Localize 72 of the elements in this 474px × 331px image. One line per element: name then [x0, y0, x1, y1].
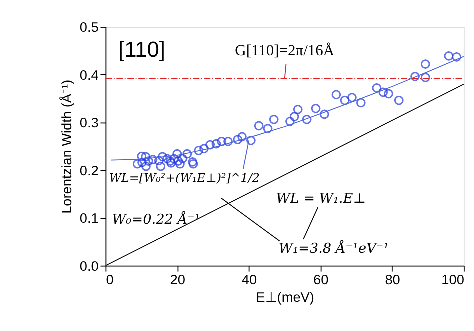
y-axis-title: Lorentzian Width (Å⁻¹)	[60, 80, 75, 214]
point	[188, 158, 198, 167]
point	[217, 137, 226, 146]
point	[172, 149, 182, 159]
point	[238, 132, 247, 142]
point	[269, 115, 279, 124]
point	[194, 146, 204, 156]
point	[178, 154, 188, 164]
point	[144, 156, 154, 166]
point	[132, 159, 142, 169]
annotation: WL=[W₀²+(W₁E⊥)²]^1/2	[109, 171, 260, 186]
point	[410, 72, 420, 82]
point	[154, 156, 164, 166]
annotation: [110]	[118, 37, 166, 62]
y-tick-label: 0.4	[80, 68, 100, 83]
point	[293, 105, 303, 114]
point	[176, 159, 185, 169]
annotation: G[110]=2π/16Å	[235, 42, 336, 60]
y-tick-label: 0.1	[80, 211, 99, 226]
x-tick-label: 40	[242, 272, 258, 288]
point	[394, 96, 404, 106]
x-tick-label: 60	[314, 272, 330, 288]
point	[372, 84, 382, 93]
point	[137, 152, 147, 162]
point	[420, 73, 430, 82]
y-tick-label: 0.0	[80, 258, 100, 274]
point	[142, 162, 151, 172]
x-tick-label: 20	[170, 272, 186, 288]
point	[378, 88, 388, 98]
point	[174, 156, 184, 166]
point	[233, 135, 243, 144]
point	[148, 155, 158, 165]
point	[384, 89, 394, 99]
x-axis-title: E⊥(meV)	[256, 290, 314, 305]
point	[320, 110, 330, 120]
point	[188, 159, 198, 169]
annotation: W₀=0.22 Å⁻¹	[112, 210, 200, 228]
point	[212, 139, 222, 149]
point	[200, 144, 209, 154]
point	[206, 140, 216, 150]
point	[263, 124, 273, 134]
point	[166, 156, 176, 166]
point	[158, 152, 168, 162]
point	[138, 158, 147, 168]
point	[156, 162, 166, 172]
point	[166, 158, 176, 168]
point	[348, 93, 357, 102]
point	[141, 152, 151, 162]
x-tick-label: 100	[442, 272, 465, 288]
point	[311, 104, 321, 114]
point	[286, 116, 295, 126]
point	[302, 115, 312, 124]
y-tick-label: 0.3	[80, 116, 99, 131]
point	[254, 121, 264, 131]
point	[290, 112, 300, 122]
point	[246, 136, 256, 146]
point	[452, 52, 462, 62]
x-tick-label: 80	[385, 272, 401, 288]
annotation: WL = W₁.E⊥	[276, 190, 366, 207]
point	[162, 154, 172, 164]
point	[332, 90, 342, 100]
point	[340, 96, 350, 106]
point	[420, 60, 430, 69]
point	[182, 149, 192, 159]
y-tick-label: 0.5	[80, 20, 100, 36]
point	[356, 98, 366, 108]
point	[169, 154, 179, 164]
annotation: W₁=3.8 Å⁻¹eV⁻¹	[278, 240, 390, 258]
y-tick-label: 0.2	[80, 163, 99, 178]
point	[444, 52, 454, 61]
point	[224, 137, 233, 146]
x-tick-label: 0	[106, 272, 114, 288]
